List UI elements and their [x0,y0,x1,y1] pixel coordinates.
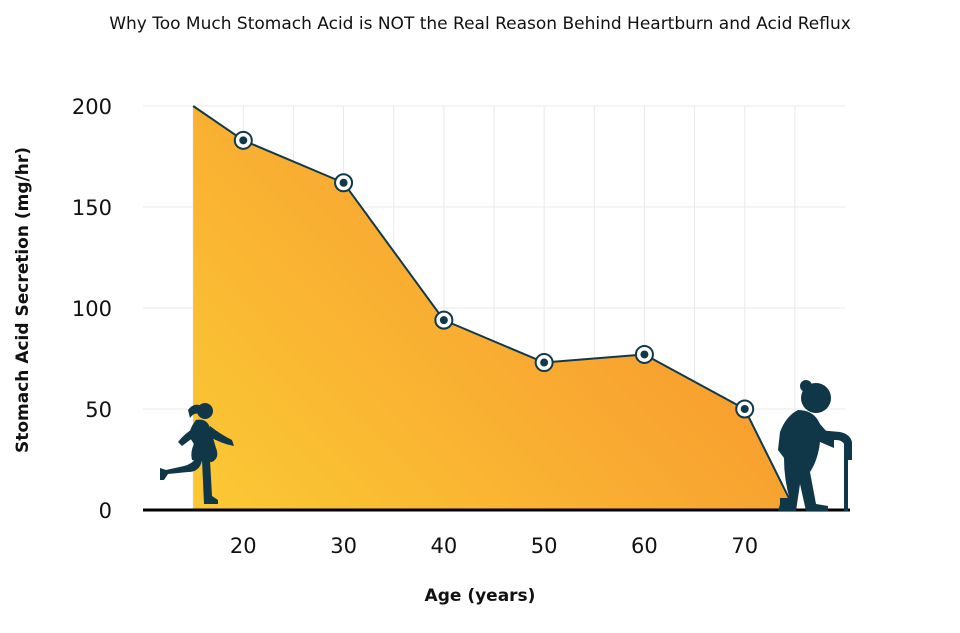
x-tick-label: 40 [430,534,457,558]
data-point [233,130,253,150]
data-point [634,344,654,364]
girl-running-icon [160,403,234,504]
chart-title: Why Too Much Stomach Acid is NOT the Rea… [109,14,851,34]
data-point [334,173,354,193]
elderly-woman-cane-icon [778,380,852,511]
x-tick-label: 60 [631,534,658,558]
y-tick-label: 50 [85,398,112,422]
y-tick-label: 0 [99,499,112,523]
x-tick-label: 50 [531,534,558,558]
y-tick-label: 200 [72,95,112,119]
y-tick-label: 150 [72,196,112,220]
x-axis-title: Age (years) [424,586,536,606]
x-tick-label: 70 [731,534,758,558]
data-point [534,353,554,373]
y-axis-title: Stomach Acid Secretion (mg/hr) [13,146,33,454]
x-tick-label: 30 [330,534,357,558]
area-fill [193,106,795,510]
x-tick-label: 20 [230,534,257,558]
area-fill-layer [192,105,796,511]
data-point [434,310,454,330]
y-tick-label: 100 [72,297,112,321]
data-point [735,399,755,419]
tick-labels: 0 50 100 150 200 20 30 40 50 60 70 [72,95,758,558]
series-line [192,105,796,511]
